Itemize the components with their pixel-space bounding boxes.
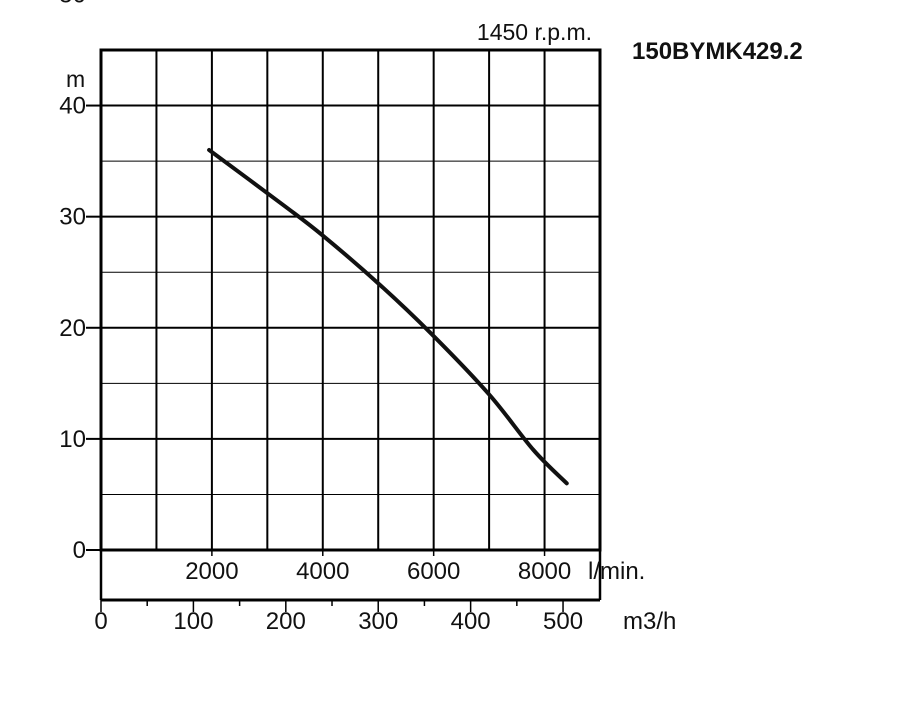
y-tick-label: 20 (59, 315, 86, 342)
x-tick-label-primary: 4000 (296, 558, 349, 585)
x-tick-label-secondary: 500 (543, 608, 583, 635)
chart-title: 150BYMK429.2 (632, 38, 803, 65)
speed-label: 1450 r.p.m. (477, 19, 592, 45)
x-tick-label-secondary: 100 (173, 608, 213, 635)
x-tick-label-secondary: 300 (358, 608, 398, 635)
y-tick-label: 10 (59, 426, 86, 453)
x-tick-label-secondary: 0 (94, 608, 107, 635)
tick-labels-layer: 0 10 20 30 40 50 2000 4000 6000 8000 0 100 200 300 400… (59, 0, 583, 635)
x-tick-label-secondary: 200 (266, 608, 306, 635)
plot-border (99, 48, 602, 552)
x-axis-secondary-unit: m3/h (623, 608, 676, 635)
series-layer (207, 148, 569, 486)
x-axis-primary-unit: l/min. (588, 558, 645, 585)
x-tick-label-primary: 6000 (407, 558, 460, 585)
x-tick-label-primary: 2000 (185, 558, 238, 585)
labels-layer: 1450 r.p.m. 150BYMK429.2 m l/min. m3/h (66, 19, 803, 635)
y-axis-label: m (66, 66, 85, 92)
chart-frame (86, 48, 602, 612)
x-tick-label-secondary: 400 (451, 608, 491, 635)
pump-curve-line (207, 148, 569, 486)
y-tick-label: 50 (59, 0, 86, 8)
grid (101, 50, 600, 550)
y-tick-label: 0 (73, 537, 86, 564)
y-tick-label: 40 (59, 93, 86, 120)
x-tick-label-primary: 8000 (518, 558, 571, 585)
y-tick-label: 30 (59, 204, 86, 231)
